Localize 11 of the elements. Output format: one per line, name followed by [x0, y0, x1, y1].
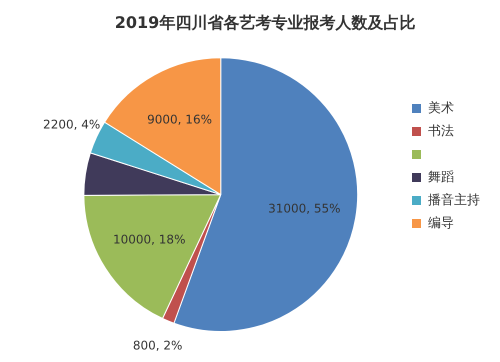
- legend-label: 播音主持: [428, 192, 480, 208]
- chart-title: 2019年四川省各艺考专业报考人数及占比: [114, 12, 416, 32]
- data-label: 800, 2%: [132, 338, 182, 352]
- data-label: 10000, 18%: [112, 232, 186, 246]
- legend-label: 美术: [428, 100, 454, 116]
- data-label: 2200, 4%: [43, 118, 100, 132]
- legend-label: 书法: [428, 124, 454, 139]
- legend-label: 舞蹈: [428, 170, 454, 185]
- data-label: 9000, 16%: [147, 112, 212, 127]
- data-label: 31000, 55%: [268, 201, 341, 216]
- legend-label: 编导: [428, 216, 454, 231]
